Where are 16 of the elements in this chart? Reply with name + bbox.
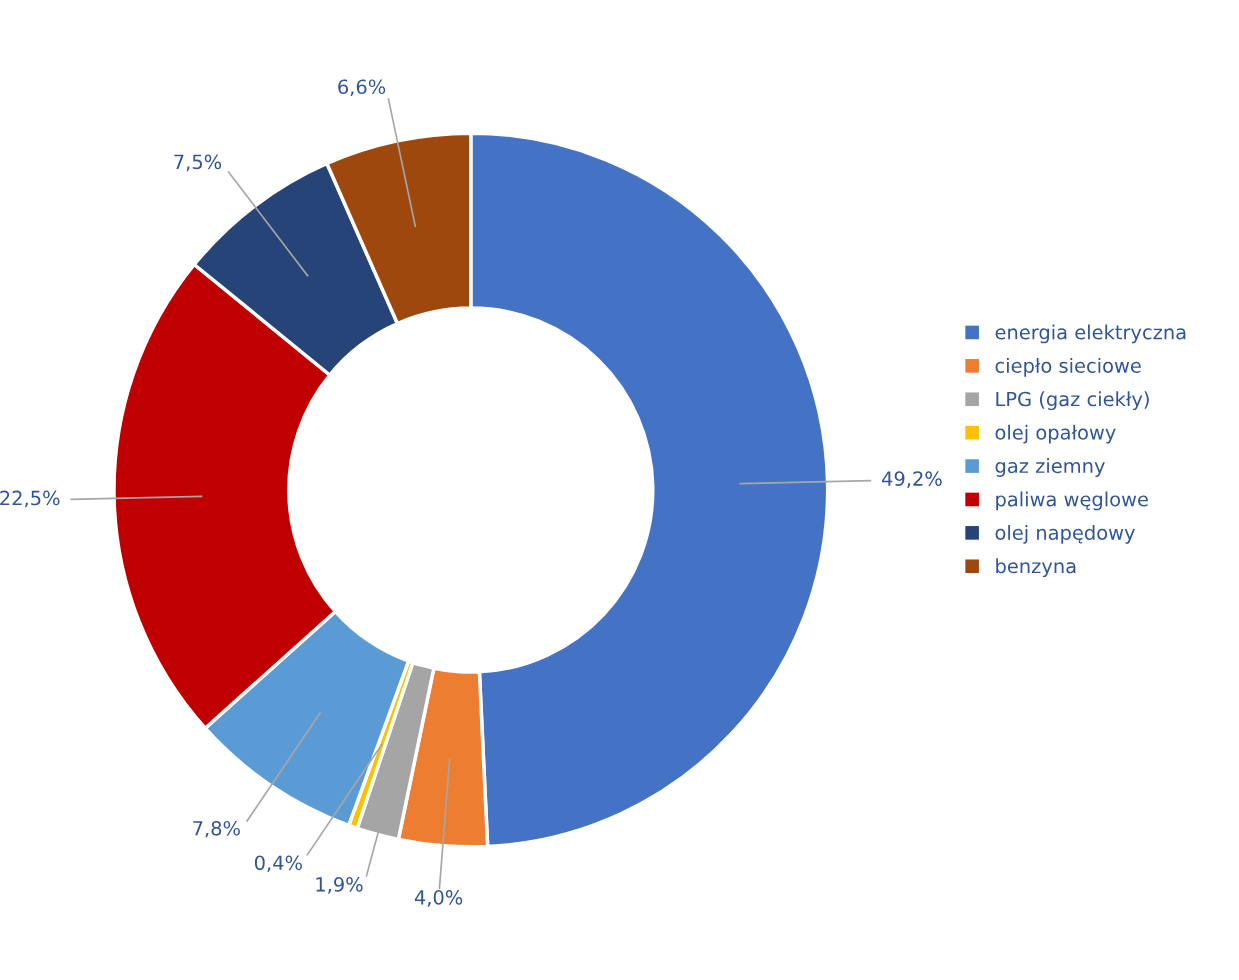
legend-label: gaz ziemny — [995, 458, 1105, 477]
data-label: 1,9% — [316, 877, 363, 894]
data-label: 0,4% — [254, 855, 302, 873]
legend-label: olej napędowy — [995, 524, 1135, 544]
legend-label: energia elektryczna — [995, 324, 1186, 344]
legend-label: paliwa węglowe — [996, 491, 1148, 511]
data-label: 4,0% — [414, 890, 463, 907]
legend-label: ciepło sieciowe — [995, 357, 1141, 377]
data-label: 49,2% — [882, 471, 942, 488]
data-label: 7,8% — [193, 820, 240, 838]
legend-label: olej opałowy — [995, 424, 1116, 444]
data-label: 7,5% — [174, 154, 222, 172]
legend-label: benzyna — [996, 558, 1076, 578]
data-label: 6,6% — [338, 79, 386, 97]
data-label: 22,5% — [0, 490, 60, 508]
legend-label: LPG (gaz ciekły) — [996, 391, 1149, 411]
